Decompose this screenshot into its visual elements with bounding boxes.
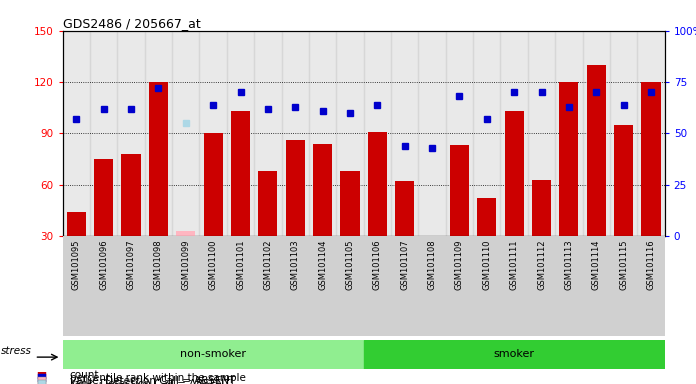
Bar [118,31,145,236]
Text: GSM101112: GSM101112 [537,239,546,290]
Bar [418,31,445,236]
Bar [63,340,363,369]
Bar [63,31,90,236]
Bar [149,82,168,236]
Text: GSM101107: GSM101107 [400,239,409,290]
Bar [363,31,391,236]
Text: GSM101102: GSM101102 [263,239,272,290]
Bar [172,31,200,236]
Bar [254,31,282,236]
Text: GSM101098: GSM101098 [154,239,163,290]
Bar [200,31,227,236]
Text: GSM101115: GSM101115 [619,239,628,290]
Bar [555,31,583,236]
Text: stress: stress [1,346,32,356]
Bar [473,31,500,236]
Text: percentile rank within the sample: percentile rank within the sample [70,372,246,382]
Bar [610,31,638,236]
Bar [363,236,391,336]
Bar [445,236,473,336]
Text: GSM101099: GSM101099 [181,239,190,290]
Bar [227,31,254,236]
Bar [418,236,445,336]
Bar [203,134,223,236]
Bar [172,236,200,336]
Bar [336,31,363,236]
Bar [583,31,610,236]
Bar [391,31,418,236]
Bar [145,31,172,236]
Text: GSM101100: GSM101100 [209,239,218,290]
Text: GSM101105: GSM101105 [345,239,354,290]
Bar [231,111,250,236]
Bar [367,132,387,236]
Text: GSM101113: GSM101113 [564,239,574,290]
Bar [473,236,500,336]
Bar [200,236,227,336]
Bar [555,236,583,336]
Bar [500,31,528,236]
Text: GSM101104: GSM101104 [318,239,327,290]
Bar [227,236,254,336]
Text: GSM101095: GSM101095 [72,239,81,290]
Bar [445,31,473,236]
Bar [642,82,661,236]
Text: GSM101097: GSM101097 [127,239,136,290]
Bar [477,199,496,236]
Bar [395,181,414,236]
Bar [450,146,469,236]
Bar [638,31,665,236]
Bar [118,236,145,336]
Text: GSM101109: GSM101109 [455,239,464,290]
Bar [67,212,86,236]
Bar [363,340,665,369]
Bar [176,231,196,236]
Bar [309,31,336,236]
Bar [309,236,336,336]
Text: GSM101101: GSM101101 [236,239,245,290]
Bar [145,236,172,336]
Text: GSM101106: GSM101106 [373,239,382,290]
Text: GDS2486 / 205667_at: GDS2486 / 205667_at [63,17,200,30]
Bar [610,236,638,336]
Bar [285,140,305,236]
Text: value, Detection Call = ABSENT: value, Detection Call = ABSENT [70,376,235,384]
Bar [94,159,113,236]
Bar [391,236,418,336]
Text: GSM101111: GSM101111 [509,239,519,290]
Bar [587,65,606,236]
Bar [528,31,555,236]
Bar [122,154,141,236]
Text: count: count [70,369,99,379]
Bar [532,180,551,236]
Bar [528,236,555,336]
Bar [340,171,360,236]
Text: GSM101110: GSM101110 [482,239,491,290]
Text: GSM101114: GSM101114 [592,239,601,290]
Bar [614,125,633,236]
Text: smoker: smoker [493,349,535,359]
Bar [282,31,309,236]
Bar [254,236,282,336]
Bar [313,144,332,236]
Text: GSM101096: GSM101096 [100,239,108,290]
Bar [583,236,610,336]
Bar [638,236,665,336]
Bar [560,82,578,236]
Bar [282,236,309,336]
Bar [336,236,363,336]
Bar [63,236,90,336]
Text: rank, Detection Call = ABSENT: rank, Detection Call = ABSENT [70,379,230,384]
Text: GSM101103: GSM101103 [291,239,300,290]
Bar [258,171,278,236]
Bar [90,31,118,236]
Bar [505,111,524,236]
Bar [90,236,118,336]
Text: non-smoker: non-smoker [180,349,246,359]
Text: GSM101108: GSM101108 [427,239,436,290]
Bar [500,236,528,336]
Text: GSM101116: GSM101116 [647,239,656,290]
